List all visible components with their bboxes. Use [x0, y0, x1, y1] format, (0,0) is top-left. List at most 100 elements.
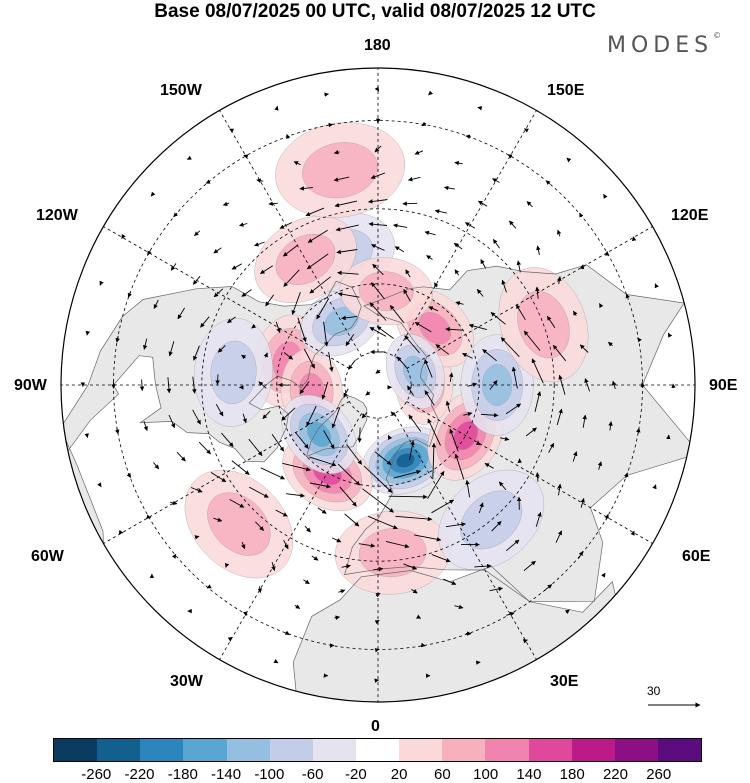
red-east-siberia-2: [418, 312, 451, 345]
wind-vector-76: [222, 201, 230, 206]
colorbar-tick-label: 260: [646, 766, 672, 783]
wind-vector-128: [443, 578, 457, 585]
wind-vector-23: [601, 572, 606, 578]
copyright-mark: ©: [713, 31, 722, 40]
wind-vector-40: [205, 179, 211, 184]
wind-vector-203: [525, 427, 537, 437]
wind-vector-33: [524, 128, 530, 133]
wind-vector-262: [455, 301, 464, 306]
wind-vector-133: [572, 451, 578, 462]
lon-label-30w: 30W: [170, 673, 203, 690]
wind-vector-232: [500, 436, 510, 442]
wind-vector-44: [115, 335, 120, 343]
wind-vector-287: [323, 321, 329, 347]
wind-vector-109: [333, 176, 350, 182]
land-africa: [293, 566, 623, 702]
wind-vector-200: [478, 502, 484, 514]
wind-vector-130: [505, 539, 520, 552]
wind-vector-52: [284, 630, 290, 635]
wind-vector-84: [169, 500, 178, 506]
wind-vector-178: [434, 209, 447, 214]
wind-vector-279: [463, 411, 473, 417]
wind-vector-207: [515, 304, 526, 321]
meridian-30: [394, 413, 540, 665]
wind-vector-183: [282, 244, 299, 257]
wind-vector-261: [468, 323, 488, 331]
wind-vector-297: [448, 372, 454, 382]
wind-vector-125: [338, 589, 346, 594]
wind-vector-16: [273, 658, 279, 664]
wind-vector-73: [333, 150, 340, 155]
colorbar-swatch-11: [528, 739, 572, 761]
wind-vector-135: [584, 378, 591, 392]
wind-vector-240: [394, 246, 405, 253]
wind-vector-122: [241, 541, 246, 550]
wind-vector-158: [255, 521, 265, 531]
wind-vector-60: [604, 513, 609, 521]
wind-vector-77: [194, 230, 201, 237]
wind-vector-47: [126, 472, 132, 478]
wind-vector-273: [309, 456, 337, 467]
wind-vector-181: [335, 224, 359, 232]
wind-vector-227: [368, 515, 398, 530]
wind-vector-144: [368, 199, 388, 204]
colorbar-tick-label: -180: [167, 766, 198, 783]
colorbar-tick-label: -20: [345, 766, 367, 783]
meridian-120: [406, 223, 658, 369]
meridian--30: [216, 413, 362, 665]
meridian--150: [216, 105, 362, 357]
wind-vector-110: [299, 186, 313, 191]
wind-vector-95: [555, 530, 563, 543]
wind-vector-229: [431, 499, 454, 514]
wind-vector-93: [489, 586, 503, 592]
wind-vector-304: [321, 381, 329, 400]
wind-vector-79: [153, 299, 159, 310]
wind-vector-278: [449, 428, 459, 452]
lon-label-90w: 90W: [14, 377, 47, 394]
wind-vector-275: [363, 465, 393, 493]
wind-vector-121: [213, 517, 223, 522]
wind-vector-192: [249, 486, 269, 498]
wind-vector-68: [545, 180, 551, 185]
lon-label-150e: 150E: [547, 82, 585, 99]
wind-vector-layer: [80, 86, 676, 683]
wind-vector-253: [362, 488, 394, 513]
wind-vector-276: [393, 469, 422, 479]
wind-vector-96: [580, 497, 585, 508]
wind-vector-64: [637, 337, 642, 343]
wind-vector-314: [348, 359, 356, 370]
wind-vector-107: [414, 150, 424, 155]
wind-vector-266: [337, 292, 360, 298]
wind-vector-49: [171, 553, 177, 559]
colorbar-tick-label: -140: [211, 766, 242, 783]
wind-vector-272: [294, 431, 309, 449]
wind-vector-176: [492, 239, 500, 249]
colorbar-tick-label: -60: [301, 766, 324, 783]
meridian-150: [394, 105, 540, 357]
lon-label-120w: 120W: [36, 207, 78, 224]
colorbar-swatch-3: [183, 739, 227, 761]
wind-vector-78: [170, 263, 177, 271]
wind-vector-153: [192, 376, 197, 394]
wind-vector-0: [374, 86, 380, 92]
wind-vector-54: [374, 648, 380, 653]
wind-vector-252: [339, 486, 357, 507]
wind-vector-89: [334, 615, 341, 620]
colorbar-swatch-0: [54, 739, 98, 761]
wind-vector-114: [192, 275, 201, 285]
wind-vector-241: [372, 263, 384, 276]
wind-vector-63: [640, 382, 646, 388]
wind-vector-217: [265, 294, 275, 307]
wind-vector-201: [498, 481, 507, 491]
wind-vector-152: [193, 345, 200, 361]
colorbar-swatch-14: [657, 739, 702, 761]
colorbar-swatch-13: [614, 739, 658, 761]
modes-logo-text: MODES: [607, 33, 714, 58]
wind-vector-42: [147, 250, 152, 256]
wind-vector-50: [206, 584, 212, 589]
wind-vector-105: [492, 178, 500, 183]
colorbar-swatch-9: [442, 739, 486, 761]
wind-vector-143: [407, 176, 421, 182]
wind-vector-236: [490, 312, 506, 325]
wind-vector-11: [97, 482, 102, 488]
